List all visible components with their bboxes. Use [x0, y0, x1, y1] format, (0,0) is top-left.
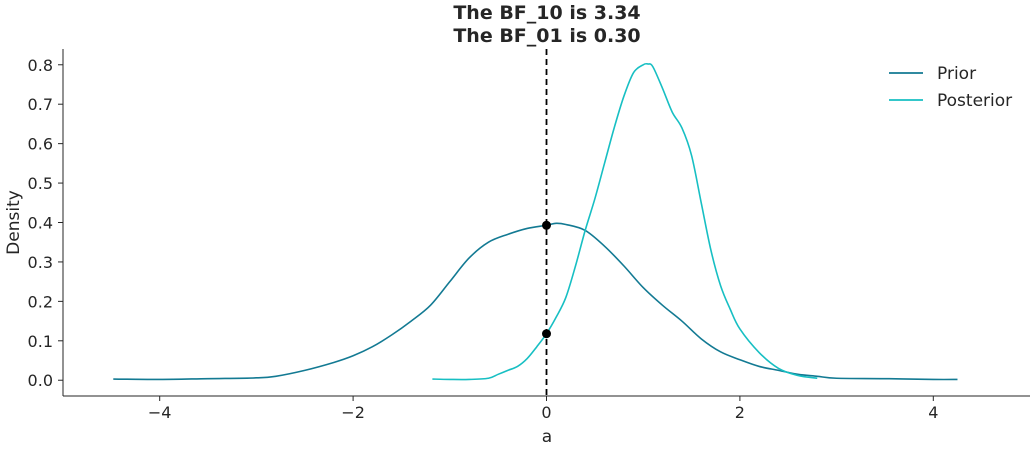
chart-title-line-2: The BF_01 is 0.30 — [453, 25, 640, 47]
x-tick-label: −4 — [148, 403, 172, 422]
y-tick-label: 0.8 — [28, 56, 53, 75]
legend: Prior Posterior — [889, 64, 1012, 111]
x-axis-label: a — [542, 427, 552, 447]
y-tick-label: 0.1 — [28, 332, 53, 351]
series-line-posterior — [432, 62, 818, 381]
chart-title-line-1: The BF_10 is 3.34 — [453, 2, 640, 24]
density-point — [542, 329, 551, 339]
y-tick-label: 0.5 — [28, 174, 53, 193]
x-tick-label: 0 — [541, 403, 551, 422]
y-axis-label: Density — [4, 190, 24, 255]
legend-label-prior: Prior — [937, 64, 976, 84]
x-tick-label: 4 — [928, 403, 938, 422]
legend-label-posterior: Posterior — [937, 91, 1012, 111]
y-tick-label: 0.4 — [28, 214, 53, 233]
x-ticks: −4 −2 0 2 4 — [148, 396, 938, 422]
x-tick-label: 2 — [735, 403, 745, 422]
y-tick-label: 0.2 — [28, 292, 53, 311]
x-tick-label: −2 — [341, 403, 365, 422]
series-line-prior — [113, 222, 958, 381]
y-tick-label: 0.6 — [28, 135, 53, 154]
y-ticks: 0.0 0.1 0.2 0.3 0.4 0.5 0.6 0.7 0.8 — [28, 56, 63, 390]
y-tick-label: 0.7 — [28, 95, 53, 114]
density-point — [542, 220, 551, 230]
plot-area — [113, 49, 958, 396]
y-tick-label: 0.0 — [28, 371, 53, 390]
y-tick-label: 0.3 — [28, 253, 53, 272]
